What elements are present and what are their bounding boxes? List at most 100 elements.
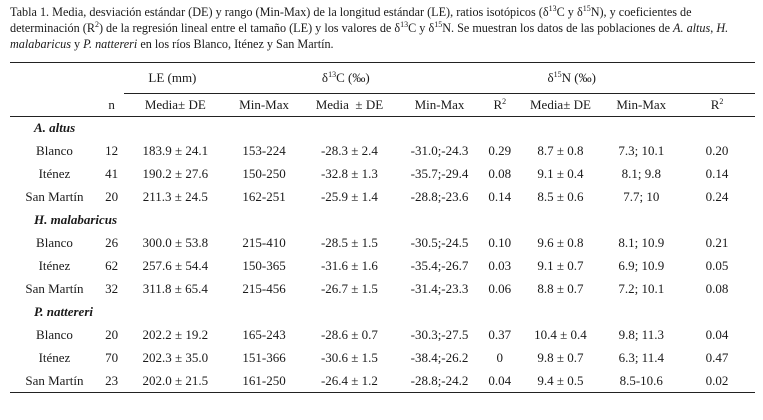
cell-le-mean: 183.9 ± 24.1 [142, 143, 209, 158]
species-name: A. altus [34, 120, 76, 136]
table-row: San Martín 23 202.0 ± 21.5 161-250 -26.4 ± 1… [10, 369, 755, 393]
cell-n-r2: 0.47 [705, 350, 729, 365]
cell-c-range: -31.0;-24.3 [410, 143, 469, 158]
cell-c-range: -28.8;-24.2 [396, 369, 483, 393]
table-row: San Martín 32 311.8 ± 65.4 215-456 -26.7 ± 1… [10, 278, 755, 301]
cell-n: 12 [105, 143, 119, 158]
table-row: Iténez 62 257.6 ± 54.4 150-365 -31.6 ± 1.6 -3… [10, 255, 755, 278]
cell-n: 41 [105, 166, 119, 181]
header-n: n [108, 96, 115, 112]
cell-c-mean: -30.6 ± 1.5 [320, 350, 378, 365]
cell-river: San Martín [25, 189, 84, 204]
cell-river: Iténez [38, 258, 71, 273]
species-row: P. nattereri [10, 301, 755, 324]
cell-n-range: 7.3; 10.1 [618, 143, 665, 158]
header-n-mean: Media± DE [517, 93, 604, 117]
species-name: H. malabaricus [34, 212, 118, 227]
cell-river: Iténez [38, 350, 71, 365]
cell-le-range: 161-250 [226, 369, 302, 393]
cell-le-mean: 300.0 ± 53.8 [142, 235, 209, 250]
cell-le-mean: 211.3 ± 24.5 [142, 189, 208, 204]
cell-n-mean: 10.4 ± 0.4 [534, 327, 587, 342]
header-sub-row: n Media± DE Min-Max Media ± DE Min-Max R… [10, 93, 755, 117]
data-table: LE (mm) δ13C (‰) δ15N (‰) n Media± DE Mi… [10, 62, 755, 393]
table-caption: Tabla 1. Media, desviación estándar (DE)… [10, 4, 729, 52]
cell-n-r2: 0.02 [679, 369, 755, 393]
cell-n-mean: 8.7 ± 0.8 [537, 143, 584, 158]
cell-c-range: -35.4;-26.7 [410, 258, 469, 273]
cell-n-mean: 9.8 ± 0.7 [537, 350, 584, 365]
header-delta13c: δ13C (‰) [321, 70, 370, 85]
cell-le-range: 151-366 [242, 350, 286, 365]
header-n-range: Min-Max [603, 93, 680, 117]
cell-le-range: 215-456 [242, 281, 286, 296]
cell-river: San Martín [25, 281, 84, 296]
cell-n-mean: 9.6 ± 0.8 [537, 235, 584, 250]
cell-le-range: 150-250 [242, 166, 286, 181]
cell-n-mean: 9.1 ± 0.4 [537, 166, 584, 181]
cell-n: 23 [98, 369, 125, 393]
cell-le-mean: 257.6 ± 54.4 [142, 258, 209, 273]
cell-c-range: -35.7;-29.4 [410, 166, 469, 181]
cell-c-mean: -26.4 ± 1.2 [301, 369, 397, 393]
header-c-range: Min-Max [396, 93, 483, 117]
cell-le-range: 162-251 [242, 189, 286, 204]
cell-n-mean: 8.8 ± 0.7 [537, 281, 584, 296]
cell-c-mean: -32.8 ± 1.3 [320, 166, 378, 181]
cell-n-range: 7.2; 10.1 [618, 281, 665, 296]
cell-n: 20 [105, 327, 119, 342]
header-le-range: Min-Max [226, 93, 302, 117]
cell-n-range: 6.9; 10.9 [618, 258, 665, 273]
cell-c-mean: -28.3 ± 2.4 [320, 143, 378, 158]
cell-n: 70 [105, 350, 119, 365]
cell-n-r2: 0.05 [705, 258, 729, 273]
cell-n-r2: 0.08 [705, 281, 729, 296]
cell-c-r2: 0.29 [488, 143, 512, 158]
cell-n-mean: 9.4 ± 0.5 [517, 369, 604, 393]
cell-n-r2: 0.21 [705, 235, 729, 250]
cell-n-range: 8.1; 9.8 [621, 166, 661, 181]
cell-le-range: 215-410 [242, 235, 286, 250]
cell-n-range: 8.5-10.6 [603, 369, 680, 393]
cell-c-mean: -25.9 ± 1.4 [320, 189, 378, 204]
cell-c-range: -28.8;-23.6 [410, 189, 469, 204]
cell-c-r2: 0.08 [488, 166, 512, 181]
cell-c-r2: 0.14 [488, 189, 512, 204]
cell-c-range: -31.4;-23.3 [410, 281, 469, 296]
cell-c-range: -38.4;-26.2 [410, 350, 469, 365]
header-le-mean: Media± DE [124, 93, 227, 117]
species-row: H. malabaricus [10, 209, 755, 232]
cell-river: Blanco [36, 143, 73, 158]
table-row: Iténez 41 190.2 ± 27.6 150-250 -32.8 ± 1.3 -3… [10, 163, 755, 186]
cell-c-mean: -26.7 ± 1.5 [320, 281, 378, 296]
cell-le-mean: 311.8 ± 65.4 [142, 281, 208, 296]
cell-le-mean: 202.2 ± 19.2 [142, 327, 209, 342]
cell-c-r2: 0.04 [482, 369, 518, 393]
species-name: P. nattereri [34, 304, 93, 319]
table-row: Blanco 26 300.0 ± 53.8 215-410 -28.5 ± 1.5 -3… [10, 232, 755, 255]
cell-n: 26 [105, 235, 119, 250]
cell-le-range: 150-365 [242, 258, 286, 273]
cell-le-mean: 190.2 ± 27.6 [142, 166, 209, 181]
cell-c-range: -30.5;-24.5 [410, 235, 469, 250]
cell-n: 32 [105, 281, 119, 296]
cell-c-range: -30.3;-27.5 [410, 327, 469, 342]
cell-n-r2: 0.24 [705, 189, 729, 204]
cell-n-r2: 0.14 [705, 166, 729, 181]
cell-n: 20 [105, 189, 119, 204]
cell-c-r2: 0.06 [488, 281, 512, 296]
cell-river: Blanco [36, 235, 73, 250]
cell-n-range: 6.3; 11.4 [618, 350, 664, 365]
table-row: San Martín 20 211.3 ± 24.5 162-251 -25.9 ± 1… [10, 186, 755, 209]
cell-river: Iténez [38, 166, 71, 181]
cell-c-r2: 0.10 [488, 235, 512, 250]
header-delta15n: δ15N (‰) [547, 70, 596, 85]
table-row: Blanco 20 202.2 ± 19.2 165-243 -28.6 ± 0.7 -3… [10, 324, 755, 347]
cell-river: Blanco [36, 327, 73, 342]
header-c-mean: Media ± DE [301, 93, 397, 117]
cell-n-r2: 0.20 [705, 143, 729, 158]
species-row: A. altus [10, 117, 755, 140]
table-row: Iténez 70 202.3 ± 35.0 151-366 -30.6 ± 1.5 -3… [10, 347, 755, 370]
cell-c-mean: -31.6 ± 1.6 [320, 258, 378, 273]
cell-river: San Martín [10, 369, 99, 393]
